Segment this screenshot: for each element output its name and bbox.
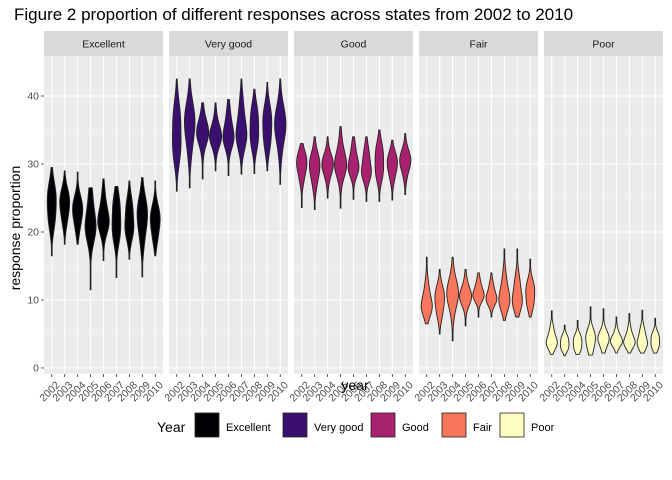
legend-label: Excellent bbox=[226, 422, 271, 434]
violin-poor-2004 bbox=[572, 319, 583, 355]
violin-excellent-2008 bbox=[124, 180, 135, 260]
facet-strip bbox=[169, 31, 288, 56]
violin-poor-2006 bbox=[597, 308, 610, 354]
facet-strip-label: Excellent bbox=[82, 39, 125, 51]
violin-good-2007 bbox=[361, 136, 372, 202]
violin-very-good-2010 bbox=[274, 78, 287, 185]
violin-very-good-2009 bbox=[262, 81, 273, 172]
violin-fair-2006 bbox=[472, 272, 485, 318]
violin-excellent-2002 bbox=[46, 166, 57, 257]
violin-fair-2004 bbox=[446, 256, 459, 342]
violin-good-2010 bbox=[399, 132, 412, 196]
facet-strip-label: Fair bbox=[469, 39, 488, 51]
legend: Year Excellent Very good Good Fair Poor bbox=[157, 412, 555, 438]
legend-label: Fair bbox=[473, 422, 492, 434]
violin-excellent-2004 bbox=[72, 171, 84, 245]
violin-poor-2002 bbox=[545, 310, 558, 355]
legend-swatch-fair bbox=[441, 412, 467, 438]
violin-good-2009 bbox=[386, 139, 398, 201]
facet-strip bbox=[544, 31, 663, 56]
violin-excellent-2009 bbox=[136, 177, 148, 278]
legend-swatch-excellent bbox=[194, 412, 220, 438]
violin-fair-2005 bbox=[459, 268, 473, 327]
facet-panels: Excellent2002200320042005200620072008200… bbox=[37, 31, 666, 404]
facet-very-good: Very good2002200320042005200620072008200… bbox=[162, 31, 291, 404]
violin-good-2004 bbox=[321, 136, 334, 199]
facet-strip-label: Poor bbox=[592, 39, 615, 51]
legend-swatch-very-good bbox=[282, 412, 308, 438]
violin-excellent-2006 bbox=[97, 178, 110, 262]
violin-poor-2005 bbox=[585, 306, 596, 356]
chart-title: Figure 2 proportion of different respons… bbox=[14, 5, 573, 24]
violin-fair-2002 bbox=[420, 256, 433, 325]
violin-very-good-2007 bbox=[235, 78, 248, 175]
violin-excellent-2003 bbox=[59, 170, 71, 245]
facet-strip bbox=[44, 31, 163, 56]
y-tick-label: 10 bbox=[27, 295, 39, 307]
violin-very-good-2003 bbox=[183, 78, 196, 189]
facet-strip-label: Very good bbox=[205, 39, 252, 51]
y-axis: 0 10 20 30 40 bbox=[27, 91, 44, 375]
legend-swatch-good bbox=[370, 412, 396, 438]
facet-excellent: Excellent2002200320042005200620072008200… bbox=[37, 31, 166, 404]
legend-label: Very good bbox=[314, 422, 364, 434]
violin-poor-2008 bbox=[623, 313, 636, 354]
violin-fair-2009 bbox=[511, 248, 523, 318]
violin-fair-2007 bbox=[485, 272, 498, 318]
violin-fair-2008 bbox=[498, 248, 511, 321]
violin-excellent-2007 bbox=[111, 185, 122, 279]
violin-good-2005 bbox=[334, 126, 348, 209]
y-axis-title: response proportion bbox=[7, 166, 23, 291]
facet-strip-label: Good bbox=[341, 39, 367, 51]
legend-label: Poor bbox=[531, 422, 555, 434]
violin-fair-2003 bbox=[434, 268, 445, 335]
violin-excellent-2010 bbox=[149, 180, 161, 257]
violin-good-2006 bbox=[347, 136, 360, 200]
violin-very-good-2008 bbox=[249, 88, 260, 174]
legend-label: Good bbox=[402, 422, 429, 434]
violin-very-good-2004 bbox=[196, 102, 210, 180]
violin-poor-2009 bbox=[636, 309, 648, 354]
violin-very-good-2002 bbox=[172, 78, 182, 192]
violin-very-good-2005 bbox=[209, 102, 223, 172]
violin-good-2008 bbox=[374, 129, 385, 202]
x-axis-title: year bbox=[341, 377, 369, 393]
legend-title: Year bbox=[157, 419, 186, 435]
facet-strip bbox=[419, 31, 538, 56]
violin-poor-2007 bbox=[609, 316, 623, 354]
facet-strip bbox=[294, 31, 413, 56]
y-tick-label: 30 bbox=[27, 159, 39, 171]
violin-good-2003 bbox=[308, 136, 321, 211]
violin-poor-2010 bbox=[650, 317, 660, 354]
violin-poor-2003 bbox=[559, 324, 570, 357]
violin-fair-2010 bbox=[525, 258, 536, 318]
y-tick-label: 0 bbox=[33, 363, 39, 375]
y-tick-label: 20 bbox=[27, 227, 39, 239]
legend-swatch-poor bbox=[499, 412, 525, 438]
violin-very-good-2006 bbox=[222, 98, 235, 177]
violin-good-2002 bbox=[296, 143, 308, 208]
violin-excellent-2005 bbox=[84, 187, 97, 291]
y-tick-label: 40 bbox=[27, 91, 39, 103]
